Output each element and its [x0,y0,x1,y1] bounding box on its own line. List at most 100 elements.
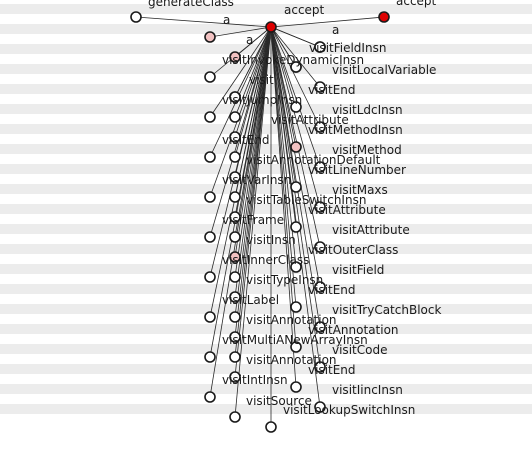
node-label-n21: visitOuterClass [308,243,398,257]
stripe-band [0,384,532,394]
node-label-n29: visitAnnotation [308,323,399,337]
node-label-n17: visitAttribute [308,203,386,217]
graph-node-n26[interactable] [229,291,241,303]
node-label-n31: visitCode [332,343,387,357]
graph-edge [234,26,272,278]
graph-node-n45[interactable] [204,351,216,363]
stripe-band [0,284,532,294]
graph-node-n11[interactable] [290,141,302,153]
graph-node-a1[interactable] [204,31,216,43]
graph-edge [234,26,272,98]
graph-edge [270,26,321,288]
graph-node-n37[interactable] [314,401,326,413]
stripe-band [0,4,532,14]
graph-node-gen[interactable] [130,11,142,23]
node-label-n30: visitMultiANewArrayInsn [222,333,368,347]
node-label-n28: visitAnnotation [246,313,337,327]
graph-node-n13[interactable] [314,161,326,173]
graph-node-n33[interactable] [314,361,326,373]
graph-node-n42[interactable] [204,231,216,243]
graph-node-n40[interactable] [204,151,216,163]
graph-node-n10[interactable] [229,131,241,143]
graph-node-n41[interactable] [204,191,216,203]
graph-node-n46[interactable] [204,391,216,403]
graph-node-n35[interactable] [290,381,302,393]
graph-edge [270,26,297,308]
stripe-band [0,304,532,314]
graph-node-n22[interactable] [229,251,241,263]
graph-node-n5[interactable] [314,81,326,93]
graph-node-n44[interactable] [204,311,216,323]
graph-node-hub[interactable] [265,21,277,33]
graph-node-n3[interactable] [290,61,302,73]
node-label-n23: visitField [332,263,384,277]
graph-node-n21[interactable] [314,241,326,253]
node-label-n11: visitMethod [332,143,402,157]
stripe-band [0,104,532,114]
graph-node-n32[interactable] [229,351,241,363]
edge-layer [135,16,385,427]
node-label-n27: visitTryCatchBlock [332,303,441,317]
graph-node-acc2[interactable] [378,11,390,23]
graph-node-n6[interactable] [229,91,241,103]
node-label-n24: visitTypeInsn [246,273,323,287]
node-label-n37: visitLookupSwitchInsn [283,403,415,417]
graph-node-n18[interactable] [229,211,241,223]
graph-node-n25[interactable] [314,281,326,293]
graph-edge [209,26,272,398]
graph-node-n15[interactable] [290,181,302,193]
graph-node-n8[interactable] [229,111,241,123]
graph-edge [270,26,321,368]
graph-node-n19[interactable] [290,221,302,233]
graph-edge [209,26,272,358]
graph-node-n1[interactable] [314,41,326,53]
graph-node-n14[interactable] [229,171,241,183]
stripe-band [0,164,532,174]
graph-node-n38[interactable] [204,71,216,83]
graph-edge [209,26,272,38]
stripe-band [0,184,532,194]
node-label-n2: visitInvokeDynamicInsn [222,53,364,67]
graph-node-a2[interactable] [229,51,241,63]
node-label-n16: visitTableSwitchInsn [246,193,366,207]
graph-node-n43[interactable] [204,271,216,283]
node-label-n1: visitFieldInsn [309,41,386,55]
node-label-n5: visitEnd [308,83,356,97]
graph-node-n9[interactable] [314,121,326,133]
graph-node-n36b[interactable] [265,421,277,433]
graph-edge [270,26,297,68]
graph-edge [209,26,272,78]
graph-node-n31[interactable] [290,341,302,353]
node-label-n14: visitVarInsn [222,173,291,187]
node-label-a2: a [246,33,253,47]
graph-edge [234,26,272,418]
stripe-band [0,84,532,94]
graph-node-n39[interactable] [204,111,216,123]
node-label-n20: visitInsn [246,233,296,247]
graph-node-n23[interactable] [290,261,302,273]
graph-node-n28[interactable] [229,311,241,323]
graph-edge [209,26,272,238]
graph-node-n29[interactable] [314,321,326,333]
graph-edge [270,26,297,348]
graph-node-n30[interactable] [229,331,241,343]
graph-node-n7[interactable] [290,101,302,113]
graph-node-n20[interactable] [229,231,241,243]
stripe-band [0,264,532,274]
graph-edge [234,26,272,378]
stripe-band [0,344,532,354]
node-label-n3: visitLocalVariable [332,63,436,77]
graph-node-n16[interactable] [229,191,241,203]
graph-node-n27[interactable] [290,301,302,313]
graph-node-n17[interactable] [314,201,326,213]
graph-node-n34[interactable] [229,371,241,383]
graph-node-n36[interactable] [229,411,241,423]
graph-node-n12[interactable] [229,151,241,163]
stripe-band [0,144,532,154]
graph-node-n24[interactable] [229,271,241,283]
node-label-acc2: accept [396,0,437,8]
graph-edge [270,26,321,88]
graph-edge [234,26,272,118]
graph-edge [270,26,321,168]
